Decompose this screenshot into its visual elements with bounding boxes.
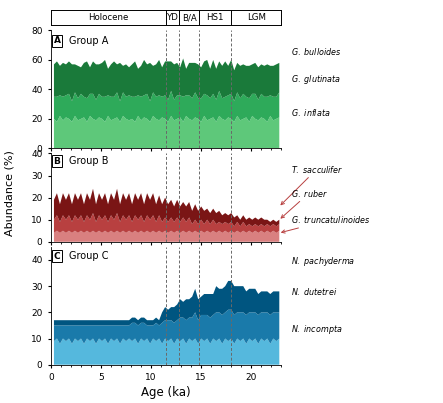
- Text: $\it{G.}$ $\it{ruber}$: $\it{G.}$ $\it{ruber}$: [281, 188, 327, 218]
- Text: $\it{N.}$ $\it{pachyderma}$: $\it{N.}$ $\it{pachyderma}$: [291, 255, 355, 268]
- Text: $\it{G.}$ $\it{truncatulinoides}$: $\it{G.}$ $\it{truncatulinoides}$: [282, 214, 370, 233]
- Text: Group C: Group C: [69, 251, 109, 261]
- Text: HS1: HS1: [206, 13, 224, 22]
- X-axis label: Age (ka): Age (ka): [141, 386, 191, 399]
- Text: B: B: [54, 157, 60, 166]
- Text: $\it{G.}$ $\it{glutinata}$: $\it{G.}$ $\it{glutinata}$: [291, 73, 341, 87]
- Text: LGM: LGM: [247, 13, 266, 22]
- Text: Group A: Group A: [69, 36, 109, 46]
- Text: B/A: B/A: [182, 13, 197, 22]
- Text: Holocene: Holocene: [88, 13, 129, 22]
- Text: $\it{N.}$ $\it{dutetrei}$: $\it{N.}$ $\it{dutetrei}$: [291, 286, 337, 297]
- Text: C: C: [54, 251, 60, 261]
- Text: Abundance (%): Abundance (%): [5, 150, 15, 237]
- Text: A: A: [54, 36, 60, 45]
- Text: Group B: Group B: [69, 156, 109, 166]
- Text: $\it{T.}$ $\it{sacculifer}$: $\it{T.}$ $\it{sacculifer}$: [281, 164, 343, 205]
- Text: YD: YD: [167, 13, 179, 22]
- Text: $\it{G.}$ $\it{bulloides}$: $\it{G.}$ $\it{bulloides}$: [291, 46, 341, 57]
- Text: $\it{G.}$ $\it{inflata}$: $\it{G.}$ $\it{inflata}$: [291, 108, 330, 118]
- Text: $\it{N.}$ $\it{incompta}$: $\it{N.}$ $\it{incompta}$: [291, 323, 342, 336]
